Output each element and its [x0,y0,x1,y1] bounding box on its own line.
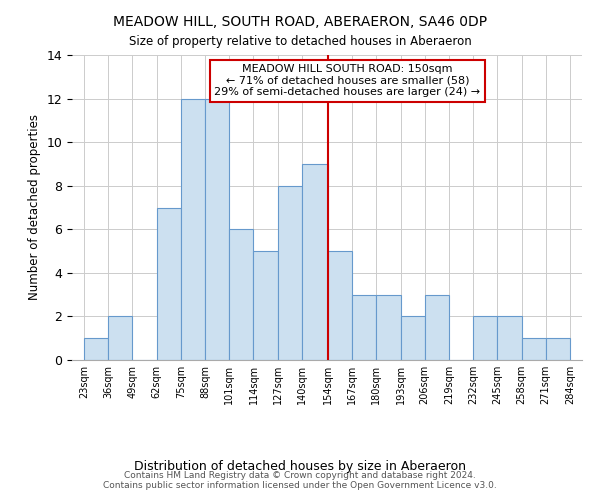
Bar [352,294,376,360]
Bar [473,316,497,360]
Bar [546,338,570,360]
Bar [376,294,401,360]
Bar [108,316,133,360]
Bar [253,251,278,360]
Bar [401,316,425,360]
Text: Distribution of detached houses by size in Aberaeron: Distribution of detached houses by size … [134,460,466,473]
Text: Contains HM Land Registry data © Crown copyright and database right 2024.
Contai: Contains HM Land Registry data © Crown c… [103,470,497,490]
Text: MEADOW HILL SOUTH ROAD: 150sqm
← 71% of detached houses are smaller (58)
29% of : MEADOW HILL SOUTH ROAD: 150sqm ← 71% of … [214,64,481,98]
Text: MEADOW HILL, SOUTH ROAD, ABERAERON, SA46 0DP: MEADOW HILL, SOUTH ROAD, ABERAERON, SA46… [113,15,487,29]
Bar [205,98,229,360]
Bar [425,294,449,360]
Y-axis label: Number of detached properties: Number of detached properties [28,114,41,300]
Bar [302,164,328,360]
Bar [497,316,521,360]
Bar [521,338,546,360]
Bar [181,98,205,360]
Text: Size of property relative to detached houses in Aberaeron: Size of property relative to detached ho… [128,35,472,48]
Bar [157,208,181,360]
Bar [229,230,253,360]
Bar [84,338,108,360]
Bar [278,186,302,360]
Bar [328,251,352,360]
